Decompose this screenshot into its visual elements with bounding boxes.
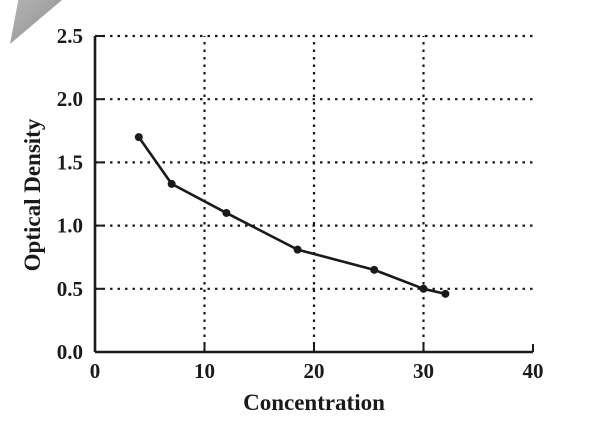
y-axis-label: Optical Density <box>20 118 45 272</box>
y-tick-label: 2.5 <box>57 24 83 48</box>
data-series-line <box>137 136 446 296</box>
y-tick-label: 0.0 <box>57 340 83 364</box>
y-tick-label: 1.5 <box>57 150 83 174</box>
y-tick-label: 0.5 <box>57 277 83 301</box>
data-point-marker <box>293 245 302 254</box>
y-tick-label: 1.0 <box>57 214 83 238</box>
data-point-marker <box>222 208 231 217</box>
x-tick-label: 40 <box>523 359 544 383</box>
data-point-marker <box>167 179 176 188</box>
data-point-marker <box>134 133 143 142</box>
x-tick-label: 30 <box>413 359 434 383</box>
data-point-marker <box>370 265 379 274</box>
y-tick-label: 2.0 <box>57 87 83 111</box>
x-tick-label: 20 <box>304 359 325 383</box>
x-tick-label: 10 <box>194 359 215 383</box>
x-axis-label: Concentration <box>243 390 385 415</box>
x-tick-label: 0 <box>90 359 101 383</box>
data-point-marker <box>441 289 450 298</box>
data-point-marker <box>419 284 428 293</box>
